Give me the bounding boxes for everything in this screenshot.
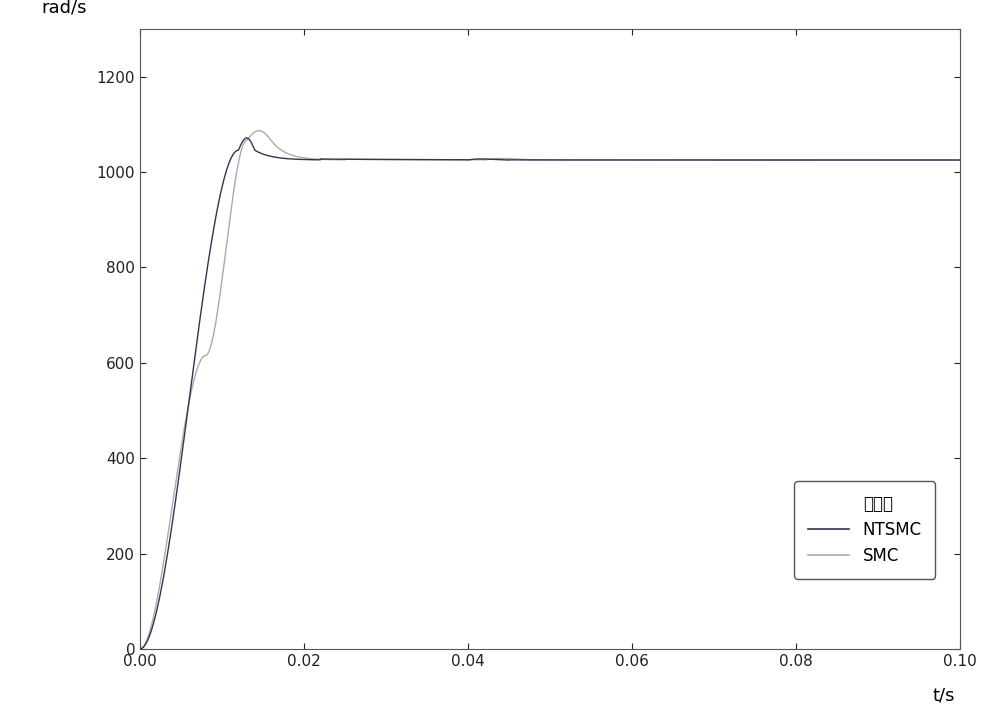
X-axis label: t/s: t/s bbox=[932, 686, 955, 704]
Text: rad/s: rad/s bbox=[42, 0, 87, 17]
Legend: 自适应, NTSMC, SMC: 自适应, NTSMC, SMC bbox=[794, 481, 935, 578]
